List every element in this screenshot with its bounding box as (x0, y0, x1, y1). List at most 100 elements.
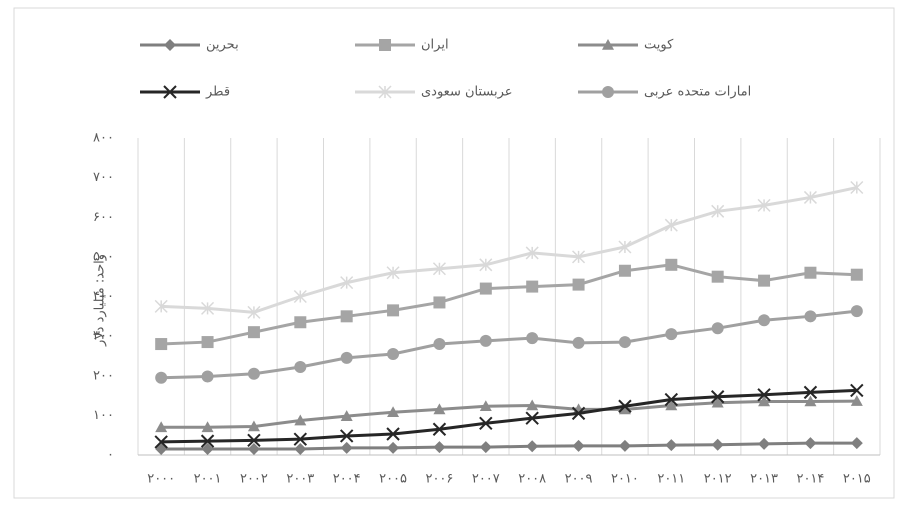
x-tick-label: ۲۰۱۲ (704, 472, 732, 487)
data-point (850, 268, 863, 281)
data-point (804, 310, 817, 323)
y-tick-label: ۱۰۰ (93, 408, 114, 423)
data-point (571, 406, 586, 421)
y-tick-label: ۳۰۰ (93, 329, 114, 344)
data-point (340, 410, 353, 421)
legend-label: امارات متحده عربی (644, 85, 751, 100)
data-point (850, 383, 864, 398)
data-point (433, 338, 446, 351)
x-tick-label: ۲۰۰۶ (425, 472, 453, 487)
data-point (154, 299, 168, 313)
data-point (155, 371, 168, 384)
x-tick-label: ۲۰۱۱ (657, 472, 685, 487)
x-tick-label: ۲۰۰۱ (194, 472, 222, 487)
data-point (711, 396, 724, 408)
data-point (525, 246, 539, 260)
data-point (665, 258, 678, 271)
data-point (201, 370, 214, 383)
y-tick-label: ۴۰۰ (93, 289, 114, 304)
y-axis-label: واحد: میلیارد دلار (93, 254, 108, 347)
x-tick-label: ۲۰۱۴ (796, 472, 824, 487)
x-tick-label: ۲۰۰۹ (565, 472, 593, 487)
x-tick-label: ۲۰۱۵ (843, 472, 871, 487)
legend-marker (602, 86, 614, 98)
data-point (758, 437, 771, 450)
data-point (572, 336, 585, 349)
x-tick-label: ۲۰۱۳ (750, 472, 778, 487)
data-point (526, 399, 539, 411)
x-tick-label: ۲۰۰۷ (472, 472, 500, 487)
data-point (758, 274, 771, 287)
data-point (803, 190, 817, 204)
x-tick-label: ۲۰۰۴ (333, 472, 361, 487)
data-point (526, 280, 539, 293)
legend-marker (378, 85, 392, 99)
data-point (618, 264, 631, 277)
data-point (201, 301, 215, 315)
legend-marker (602, 39, 614, 50)
data-point (294, 443, 307, 456)
data-point (850, 437, 863, 450)
data-point (247, 433, 261, 448)
x-tick-label: ۲۰۰۲ (240, 472, 268, 487)
data-point (247, 326, 260, 339)
legend-label: کویت (644, 38, 674, 53)
data-point (200, 434, 215, 448)
data-point (618, 336, 631, 349)
data-point (479, 400, 492, 412)
data-point (155, 421, 168, 433)
data-point (850, 305, 863, 318)
y-tick-label: ۵۰۰ (93, 249, 114, 264)
data-point (387, 406, 400, 418)
data-point (340, 276, 354, 290)
data-point (247, 443, 260, 456)
data-point (294, 414, 307, 426)
data-point (340, 310, 353, 323)
data-point (665, 439, 678, 452)
legend-label: قطر (205, 85, 230, 100)
data-point (479, 334, 492, 347)
data-point (201, 443, 214, 456)
data-point (757, 388, 771, 402)
x-tick-label: ۲۰۰۳ (286, 472, 314, 487)
y-tick-label: ۶۰۰ (93, 210, 114, 225)
data-point (711, 270, 724, 283)
data-point (386, 427, 400, 441)
legend-marker (164, 39, 176, 51)
data-point (387, 304, 400, 317)
data-point (293, 289, 307, 304)
data-point (758, 314, 771, 327)
y-tick-label: ۷۰۰ (93, 170, 114, 185)
data-point (432, 422, 447, 436)
x-tick-label: ۲۰۰۵ (379, 472, 407, 487)
data-point (387, 347, 400, 360)
data-point (711, 322, 724, 335)
data-point (155, 338, 168, 351)
data-point (340, 351, 353, 364)
data-point (803, 385, 818, 400)
data-point (711, 204, 725, 218)
data-point (664, 218, 678, 232)
data-point (618, 439, 631, 452)
legend-marker (379, 39, 391, 51)
legend-label: ایران (421, 38, 449, 53)
series-line (161, 388, 857, 444)
data-point (525, 411, 539, 425)
data-point (804, 266, 817, 279)
series-line (161, 263, 857, 346)
x-tick-label: ۲۰۰۸ (518, 472, 546, 487)
data-point (479, 441, 492, 454)
data-point (850, 181, 864, 195)
data-point (247, 305, 261, 319)
data-point (201, 336, 214, 349)
chart-frame (13, 7, 895, 499)
data-point (247, 420, 260, 432)
data-point (758, 395, 771, 407)
data-point (710, 390, 725, 404)
data-point (618, 399, 632, 413)
data-point (433, 441, 446, 454)
data-point (572, 278, 585, 291)
series-line (161, 309, 857, 380)
data-point (804, 395, 817, 407)
